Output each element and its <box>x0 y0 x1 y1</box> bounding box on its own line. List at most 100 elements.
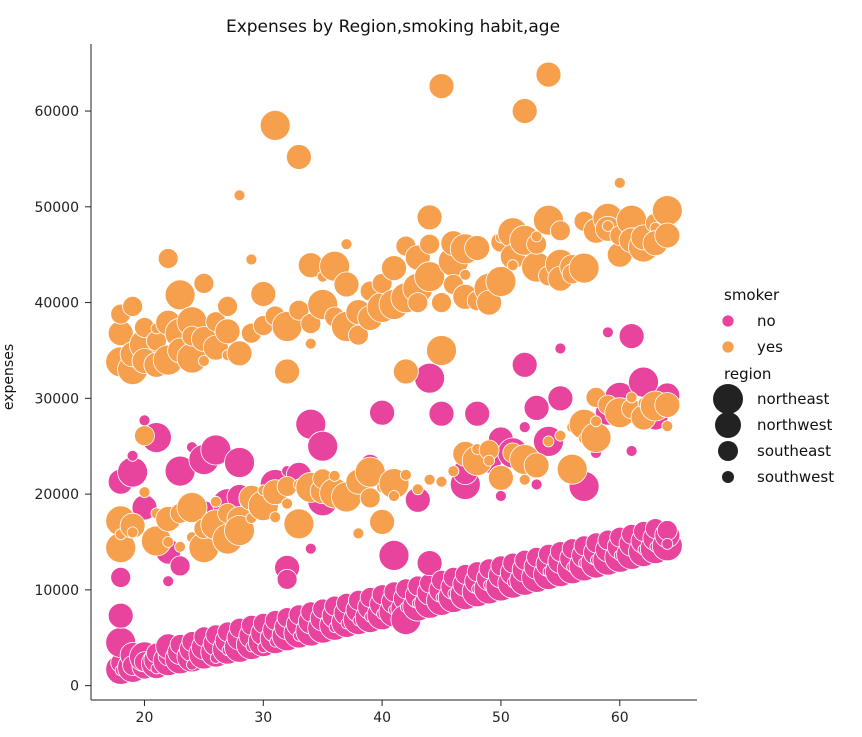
legend-label: northwest <box>757 416 833 434</box>
y-tick-label: 60000 <box>34 104 79 120</box>
data-point <box>110 567 132 588</box>
data-point <box>550 220 571 242</box>
data-point <box>269 511 282 523</box>
data-point <box>651 195 683 227</box>
data-point <box>381 255 407 282</box>
data-point <box>431 292 452 314</box>
data-point <box>483 454 496 467</box>
data-point <box>369 509 396 535</box>
data-point <box>654 222 681 249</box>
data-point <box>523 394 550 421</box>
data-point <box>618 323 645 350</box>
data-point <box>511 98 538 124</box>
data-point <box>464 235 491 261</box>
data-point <box>411 483 424 496</box>
data-point <box>347 324 369 346</box>
data-point <box>602 220 614 232</box>
data-point <box>423 473 436 486</box>
data-point <box>530 478 543 491</box>
data-point <box>217 295 239 317</box>
data-point <box>162 536 175 548</box>
data-point <box>428 400 455 427</box>
data-point <box>352 527 365 540</box>
data-point <box>416 204 443 231</box>
data-point <box>656 520 678 541</box>
data-point <box>464 400 491 427</box>
data-point <box>625 391 638 404</box>
data-point <box>494 490 507 502</box>
x-tick-label: 50 <box>492 710 510 726</box>
data-point <box>407 292 429 314</box>
data-point <box>107 602 134 629</box>
data-point <box>414 362 446 394</box>
data-point <box>250 281 277 307</box>
legend-hue-title: smoker <box>724 286 780 304</box>
data-point <box>333 271 360 298</box>
data-point <box>274 358 301 385</box>
y-tick-label: 20000 <box>34 487 79 503</box>
data-point <box>259 110 291 141</box>
data-point <box>602 326 614 339</box>
legend-label: yes <box>757 338 783 356</box>
data-point <box>162 575 175 588</box>
data-point <box>197 355 210 367</box>
data-point <box>174 540 187 553</box>
data-point <box>304 337 317 350</box>
data-point <box>419 233 441 255</box>
data-point <box>435 475 448 488</box>
data-point <box>285 144 312 170</box>
data-point <box>369 399 396 426</box>
legend-label: northeast <box>757 390 829 408</box>
data-point <box>304 542 317 555</box>
data-point <box>388 490 400 502</box>
data-point <box>661 538 674 550</box>
legend-label: southwest <box>757 468 834 486</box>
data-point <box>426 335 457 366</box>
data-point <box>547 385 574 412</box>
data-point <box>661 420 674 433</box>
y-tick-label: 50000 <box>34 200 79 216</box>
y-tick-label: 40000 <box>34 296 79 312</box>
y-tick-label: 30000 <box>34 391 79 407</box>
legend-label: no <box>757 312 776 330</box>
data-point <box>169 555 191 577</box>
data-point <box>428 73 455 99</box>
data-point <box>224 515 255 546</box>
legend-size-title: region <box>724 365 771 383</box>
data-point <box>392 358 419 385</box>
data-point <box>535 61 562 88</box>
data-point <box>328 469 341 482</box>
axes-layer: 0 10000 20000 30000 40000 50000 60000 20 30 40 50 6… <box>34 44 697 726</box>
y-tick-label: 0 <box>70 679 79 695</box>
data-point <box>625 445 638 457</box>
data-point <box>542 435 555 448</box>
legend-swatch <box>721 340 735 354</box>
legend-size-marker <box>722 471 734 483</box>
x-tick-label: 60 <box>611 710 629 726</box>
x-tick-label: 30 <box>254 710 272 726</box>
data-point <box>176 492 208 523</box>
data-point <box>134 425 155 447</box>
legend-size-marker <box>713 384 743 414</box>
data-point <box>554 429 567 442</box>
data-point <box>138 414 151 427</box>
legend-size-marker <box>718 441 738 461</box>
legend-swatch <box>721 314 735 328</box>
data-point <box>307 430 339 462</box>
data-point <box>157 248 179 269</box>
data-point <box>233 189 246 202</box>
data-point <box>399 468 412 481</box>
data-point <box>485 266 517 297</box>
data-point <box>245 253 258 266</box>
data-point <box>511 351 538 378</box>
data-point <box>459 268 472 281</box>
data-point <box>340 238 353 251</box>
data-point <box>224 447 255 478</box>
data-point <box>214 318 241 345</box>
data-point <box>281 497 294 510</box>
data-point <box>138 486 151 499</box>
data-point <box>359 487 381 509</box>
data-point <box>226 340 253 367</box>
data-point <box>414 261 446 293</box>
